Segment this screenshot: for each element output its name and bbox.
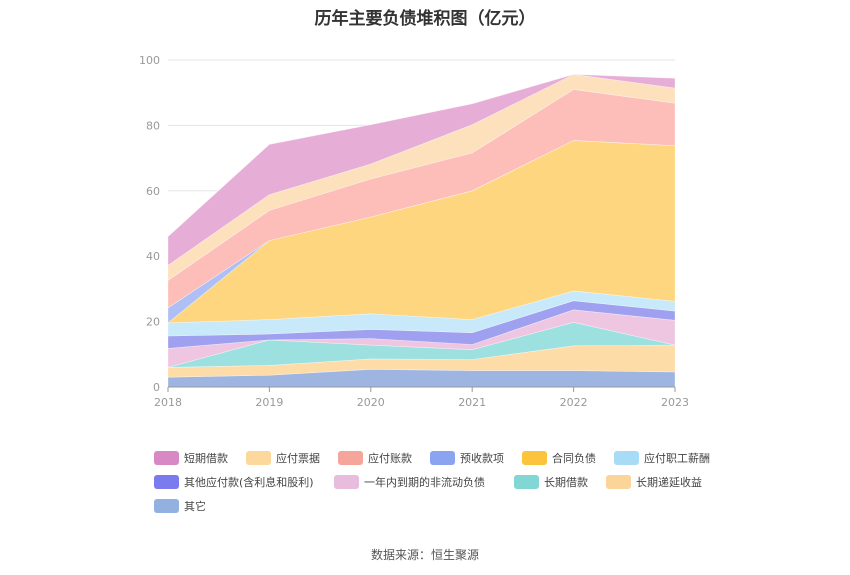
- legend-item[interactable]: 长期递延收益: [606, 474, 702, 489]
- legend-swatch: [338, 450, 363, 465]
- legend-swatch: [154, 474, 179, 489]
- y-tick-label: 60: [146, 185, 160, 198]
- legend-swatch: [514, 474, 539, 489]
- legend-label: 长期递延收益: [636, 475, 702, 489]
- legend-label: 其他应付款(含利息和股利): [184, 475, 314, 489]
- y-tick-label: 0: [153, 381, 160, 394]
- legend-swatch: [154, 498, 179, 513]
- legend-label: 一年内到期的非流动负债: [364, 475, 485, 489]
- legend-item[interactable]: 合同负债: [522, 450, 614, 465]
- y-tick-label: 100: [139, 54, 160, 67]
- x-tick-label: 2019: [255, 396, 283, 409]
- legend-label: 预收款项: [460, 451, 504, 465]
- y-tick-label: 40: [146, 250, 160, 263]
- legend-swatch: [154, 450, 179, 465]
- x-tick-label: 2018: [154, 396, 182, 409]
- x-tick-label: 2020: [357, 396, 385, 409]
- y-tick-label: 80: [146, 119, 160, 132]
- legend-label: 应付职工薪酬: [644, 451, 710, 465]
- x-tick-label: 2021: [458, 396, 486, 409]
- legend-label: 合同负债: [552, 451, 596, 465]
- legend-swatch: [430, 450, 455, 465]
- data-source: 数据来源：恒生聚源: [370, 548, 479, 562]
- legend-label: 应付票据: [276, 451, 320, 465]
- legend-item[interactable]: 应付职工薪酬: [614, 450, 710, 465]
- legend-item[interactable]: 应付票据: [246, 450, 338, 465]
- legend-item[interactable]: 其它: [154, 498, 246, 513]
- x-tick-label: 2022: [560, 396, 588, 409]
- legend-swatch: [606, 474, 631, 489]
- legend-item[interactable]: 长期借款: [514, 474, 606, 489]
- legend-swatch: [614, 450, 639, 465]
- axes: 0 20 40 60 80 100 2018 2019 2020 2021 2022 2023: [139, 54, 689, 409]
- legend-label: 长期借款: [544, 475, 588, 489]
- legend-item[interactable]: 其他应付款(含利息和股利): [154, 474, 334, 489]
- legend-item[interactable]: 预收款项: [430, 450, 522, 465]
- legend-label: 其它: [184, 499, 206, 513]
- legend-swatch: [522, 450, 547, 465]
- chart-title: 历年主要负债堆积图（亿元）: [314, 9, 536, 29]
- legend-swatch: [334, 474, 359, 489]
- series-area: [167, 74, 676, 266]
- legend-item[interactable]: 短期借款: [154, 450, 246, 465]
- legend: 短期借款 应付票据 应付账款 预收款项 合同负债 应付职工薪酬 其他应付款(含利…: [154, 450, 714, 513]
- legend-item[interactable]: 应付账款: [338, 450, 430, 465]
- area-series: [167, 74, 676, 388]
- stacked-area-chart: 0 20 40 60 80 100 2018 2019 2020 2021 2022 2023: [139, 54, 689, 409]
- x-tick-label: 2023: [661, 396, 689, 409]
- legend-label: 应付账款: [368, 451, 412, 465]
- legend-swatch: [246, 450, 271, 465]
- y-tick-label: 20: [146, 316, 160, 329]
- legend-label: 短期借款: [184, 451, 228, 465]
- legend-item[interactable]: 一年内到期的非流动负债: [334, 474, 514, 489]
